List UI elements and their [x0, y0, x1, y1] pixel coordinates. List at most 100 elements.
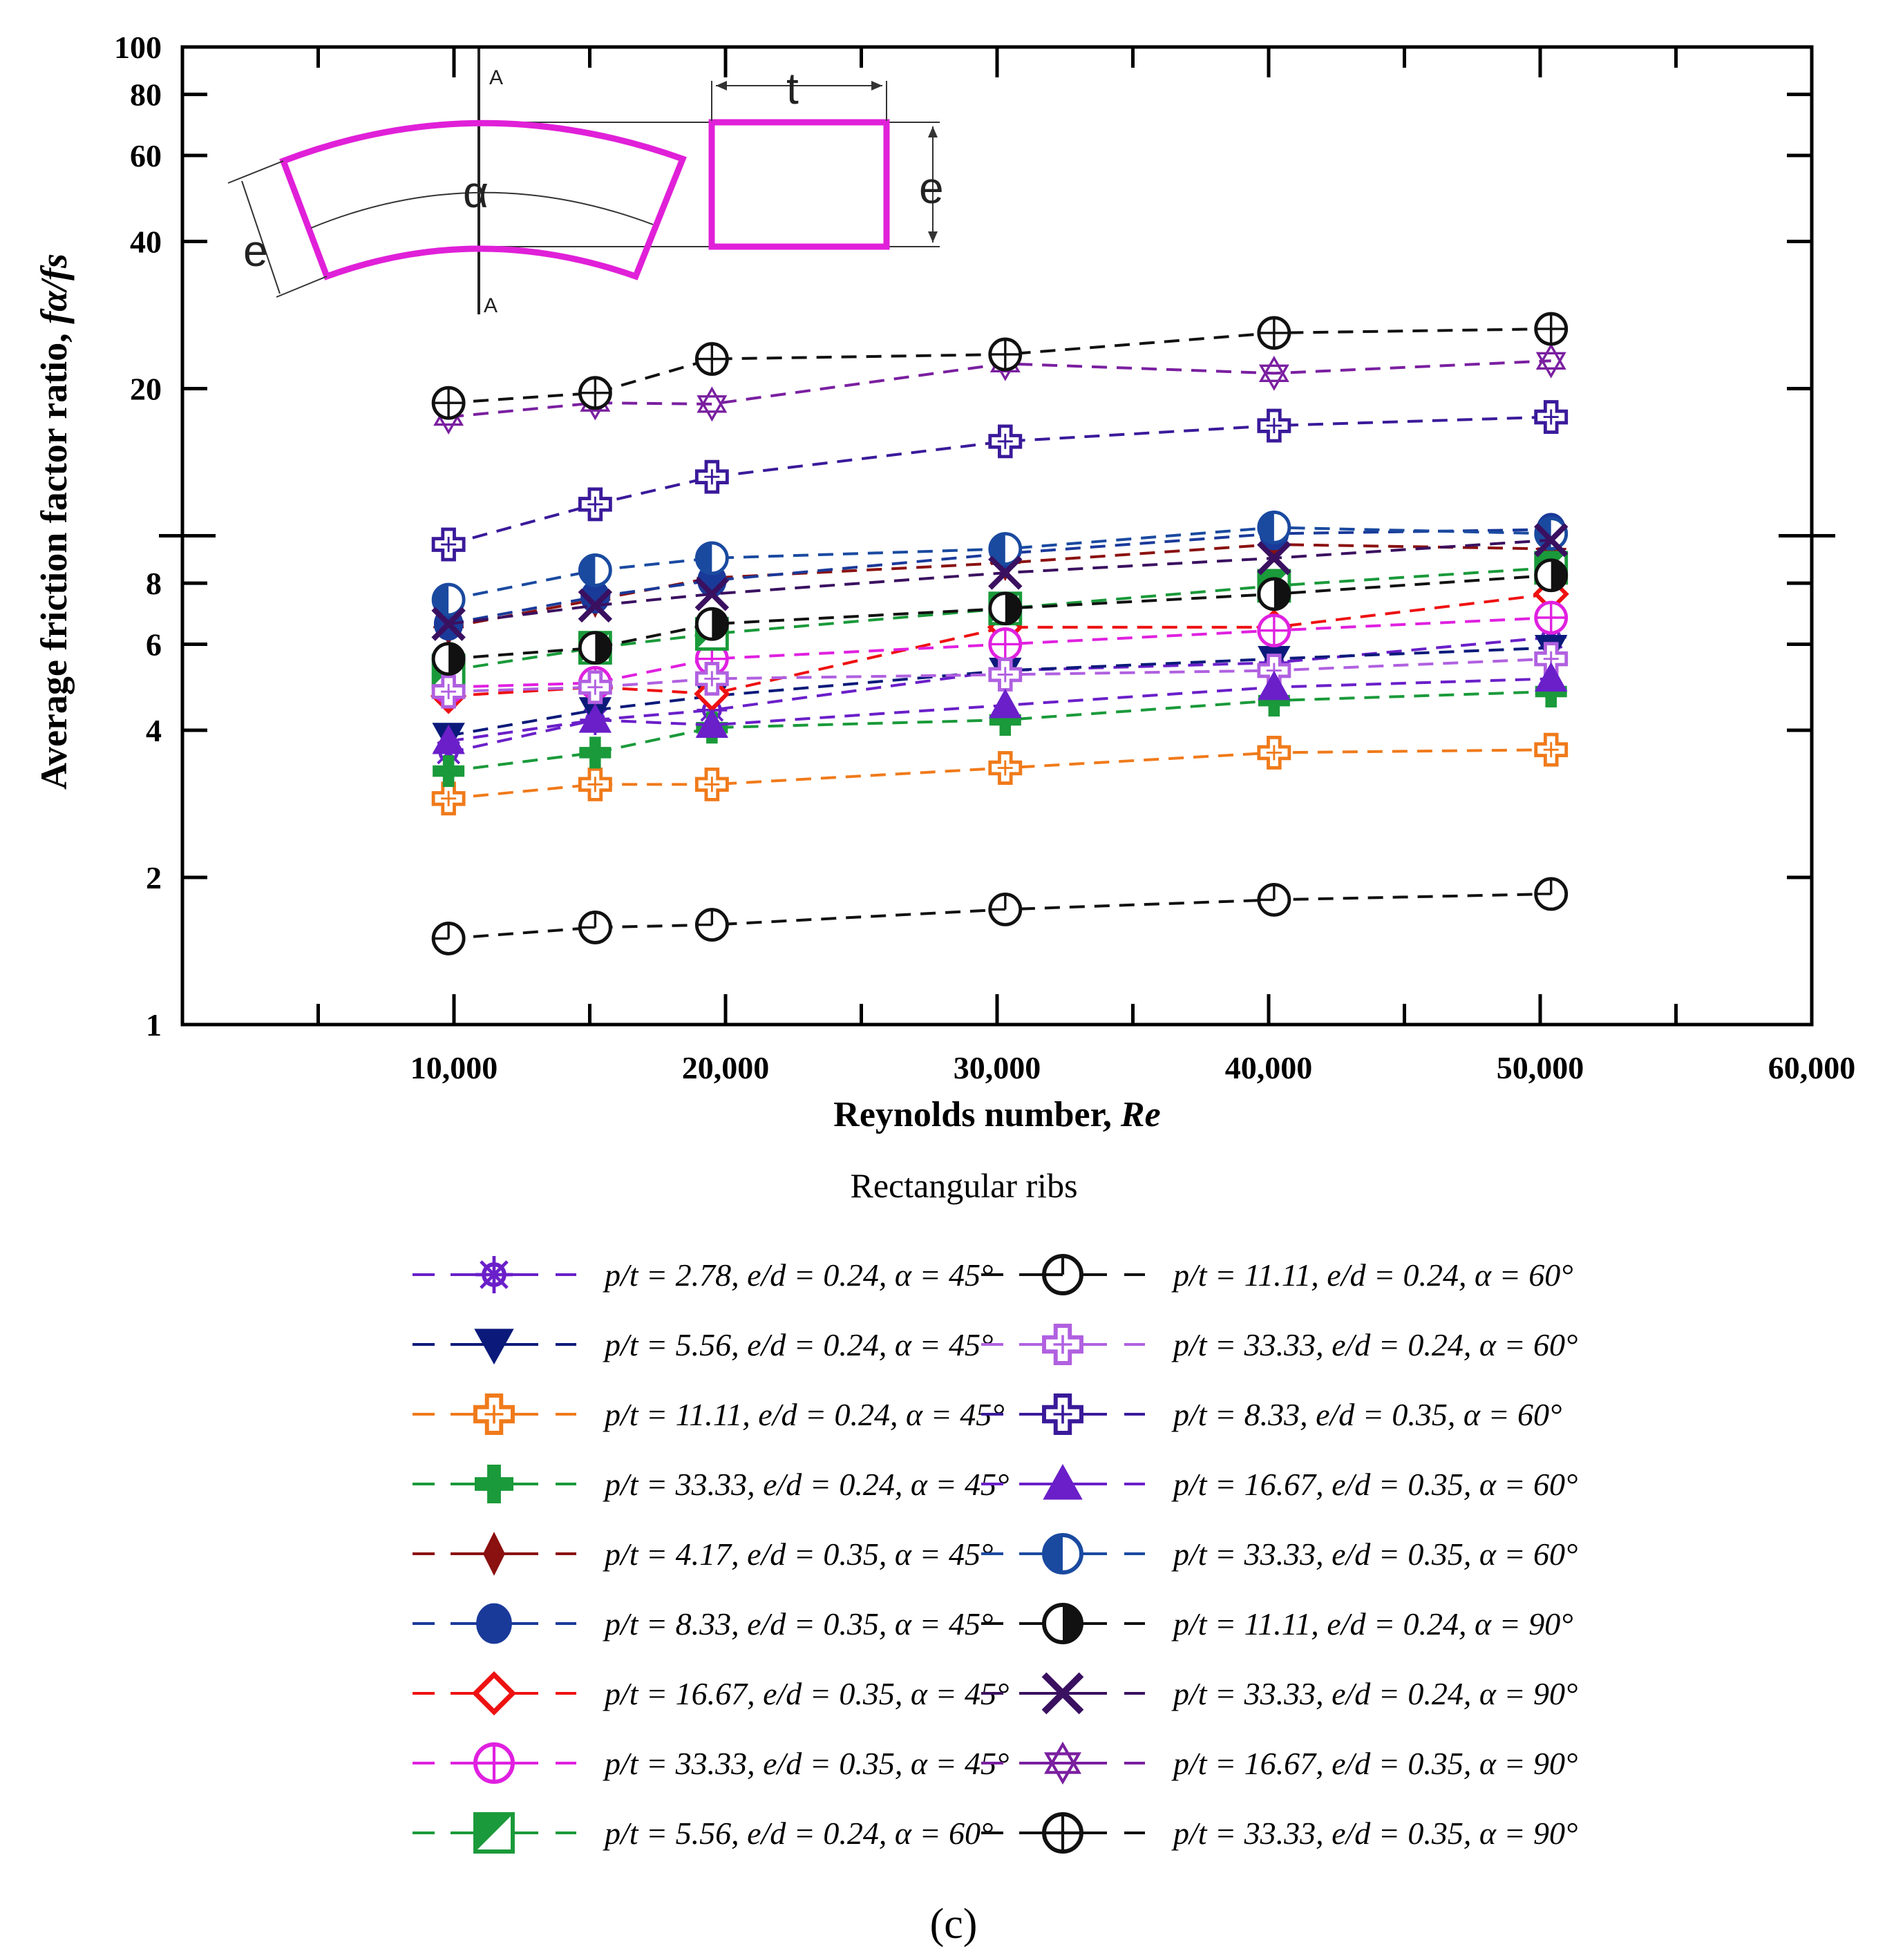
series-15-point-4	[988, 591, 1023, 626]
series-16-point-3-b	[694, 577, 730, 611]
legend-entry-17-marker-tri-up	[1044, 1741, 1081, 1774]
series-14-line	[448, 526, 1551, 601]
legend-entry-14-label: p/t = 33.33, e/d = 0.35, α = 60°	[1171, 1536, 1578, 1572]
legend-entry-11: p/t = 33.33, e/d = 0.24, α = 60°	[981, 1324, 1578, 1365]
legend-entry-3-label: p/t = 11.11, e/d = 0.24, α = 45°	[603, 1397, 1005, 1432]
inset-label-t: t	[786, 64, 799, 113]
legend-entry-9-marker	[473, 1812, 515, 1854]
series-4-point-2	[579, 736, 612, 769]
inset-curved-rib	[279, 120, 687, 280]
inset-label-e-left: e	[243, 226, 268, 276]
series-13-point-3-shape	[695, 708, 729, 739]
series-15-point-4-fill	[1005, 593, 1021, 624]
series-4-point-2-shape	[579, 736, 612, 769]
series-10-point-2	[578, 911, 612, 944]
legend-entry-4-marker-shape	[475, 1465, 513, 1503]
series-10-point-5	[1257, 882, 1291, 917]
legend-entry-15-label: p/t = 11.11, e/d = 0.24, α = 90°	[1171, 1606, 1573, 1642]
series-18-point-1	[431, 386, 466, 420]
series-3-point-2	[578, 767, 612, 801]
x-tick-label-0: 10,000	[410, 1050, 498, 1085]
series-10	[431, 877, 1569, 955]
series-5-line	[448, 543, 1551, 629]
legend-entry-16-marker	[1041, 1672, 1084, 1715]
series-13-point-4	[989, 688, 1022, 719]
series-3-point-1	[431, 781, 466, 816]
series-14-point-5	[1257, 511, 1291, 544]
series-18-point-6	[1534, 312, 1569, 346]
legend-entry-18-label: p/t = 33.33, e/d = 0.35, α = 90°	[1171, 1816, 1578, 1851]
series-13-point-1	[432, 724, 465, 754]
series-14	[431, 511, 1569, 617]
series-16-point-5	[1257, 541, 1291, 575]
legend-entry-18: p/t = 33.33, e/d = 0.35, α = 90°	[981, 1812, 1578, 1854]
series-3-line	[448, 748, 1551, 800]
series-17-point-6-tri-up	[1535, 343, 1566, 370]
legend-entry-13: p/t = 16.67, e/d = 0.35, α = 60°	[981, 1463, 1578, 1502]
legend-entry-17: p/t = 16.67, e/d = 0.35, α = 90°	[981, 1741, 1578, 1785]
x-tick-label-4: 50,000	[1497, 1050, 1584, 1085]
series-8-line	[448, 616, 1551, 689]
series-15-point-5	[1257, 577, 1291, 611]
series-14-point-1-fill	[433, 584, 449, 616]
y-tick-label-2: 4	[146, 713, 162, 748]
legend-entry-3-marker	[473, 1393, 515, 1435]
legend-entry-4-label: p/t = 33.33, e/d = 0.24, α = 45°	[603, 1467, 1009, 1502]
legend-entry-13-label: p/t = 16.67, e/d = 0.35, α = 60°	[1171, 1467, 1578, 1502]
y-tick-label-3: 6	[146, 627, 162, 662]
series-15-point-2-fill	[595, 632, 611, 663]
series-11-point-2	[578, 670, 612, 705]
series-12-point-2	[578, 487, 612, 522]
series-10-point-6	[1534, 877, 1569, 911]
series-18-point-5	[1257, 316, 1291, 350]
series-16-point-3	[694, 577, 730, 611]
chart-axes: 1 2 4 6 8 20 40 60 80 100 10,000 20,000 30,000 40,00…	[33, 30, 1855, 1134]
series-17-point-6-tri-down	[1535, 352, 1566, 379]
legend-entry-10-label: p/t = 11.11, e/d = 0.24, α = 60°	[1171, 1257, 1573, 1293]
legend-entry-15-marker-fill	[1063, 1605, 1081, 1642]
series-13	[432, 662, 1568, 754]
legend-entry-8: p/t = 33.33, e/d = 0.35, α = 45°	[413, 1742, 1009, 1784]
y-tick-label-7: 40	[130, 225, 162, 260]
series-7-line	[448, 592, 1551, 698]
series-11	[431, 642, 1569, 709]
inset-e-dimension-left	[241, 180, 281, 294]
series-14-point-1	[431, 582, 466, 617]
series-18-point-4	[988, 337, 1023, 372]
legend-title: Rectangular ribs	[850, 1166, 1077, 1205]
series-1-line	[448, 636, 1551, 754]
series-17-point-5-tri-down	[1258, 364, 1289, 391]
series-3-point-4	[988, 751, 1023, 785]
series-16-point-5-b	[1257, 541, 1291, 575]
series-16-line	[448, 538, 1551, 626]
series-12-point-4	[988, 424, 1023, 459]
rib-geometry-inset: A A α e t e	[227, 48, 944, 317]
series-10-line	[448, 892, 1551, 940]
legend-entry-5-marker	[475, 1532, 513, 1576]
series-17-point-3-tri-up	[697, 386, 728, 413]
legend-entry-16: p/t = 33.33, e/d = 0.24, α = 90°	[981, 1672, 1578, 1715]
x-tick-label-1: 20,000	[682, 1050, 770, 1085]
inset-label-e-right: e	[919, 163, 944, 213]
series-10-point-1	[431, 921, 466, 955]
legend-entry-14: p/t = 33.33, e/d = 0.35, α = 60°	[981, 1533, 1578, 1574]
series-17-point-3-tri-down	[697, 395, 728, 422]
legend-entry-18-marker	[1042, 1812, 1083, 1854]
legend-entry-4: p/t = 33.33, e/d = 0.24, α = 45°	[413, 1465, 1009, 1503]
series-13-point-1-shape	[432, 724, 465, 754]
series-14-point-3-fill	[697, 542, 712, 573]
series-15-point-3-fill	[712, 609, 728, 640]
legend-entry-7-label: p/t = 16.67, e/d = 0.35, α = 45°	[603, 1676, 1009, 1711]
series-16-point-4-b	[988, 555, 1023, 590]
series-15-point-2	[578, 631, 612, 665]
x-tick-label-3: 40,000	[1225, 1050, 1313, 1085]
series-10-point-3	[694, 908, 729, 942]
legend-entry-3: p/t = 11.11, e/d = 0.24, α = 45°	[413, 1393, 1005, 1435]
series-18-line	[448, 327, 1551, 405]
legend-entry-12-marker	[1042, 1393, 1083, 1435]
x-tick-label-5: 60,000	[1768, 1050, 1856, 1085]
y-tick-label-10: 100	[114, 30, 162, 65]
legend-entry-16-label: p/t = 33.33, e/d = 0.24, α = 90°	[1171, 1676, 1578, 1711]
series-12-point-3	[694, 459, 729, 494]
series-13-point-5	[1258, 670, 1291, 701]
